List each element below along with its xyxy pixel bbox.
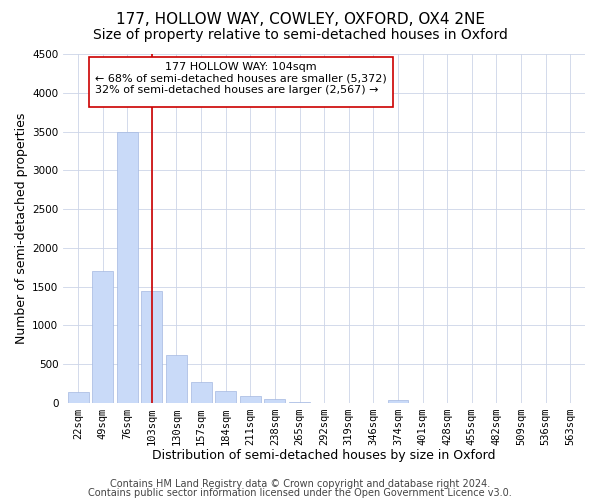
Text: 177, HOLLOW WAY, COWLEY, OXFORD, OX4 2NE: 177, HOLLOW WAY, COWLEY, OXFORD, OX4 2NE [115,12,485,28]
Bar [215,390,236,403]
Bar [68,392,89,403]
Text: Contains public sector information licensed under the Open Government Licence v3: Contains public sector information licen… [88,488,512,498]
Bar [166,355,187,403]
Text: Contains HM Land Registry data © Crown copyright and database right 2024.: Contains HM Land Registry data © Crown c… [110,479,490,489]
Text: ← 68% of semi-detached houses are smaller (5,372): ← 68% of semi-detached houses are smalle… [95,74,387,84]
Bar [388,400,409,403]
Text: Size of property relative to semi-detached houses in Oxford: Size of property relative to semi-detach… [92,28,508,42]
Bar [92,271,113,403]
Text: 177 HOLLOW WAY: 104sqm: 177 HOLLOW WAY: 104sqm [165,62,317,72]
Bar [289,402,310,403]
Bar [191,382,212,403]
X-axis label: Distribution of semi-detached houses by size in Oxford: Distribution of semi-detached houses by … [152,450,496,462]
Text: 32% of semi-detached houses are larger (2,567) →: 32% of semi-detached houses are larger (… [95,85,379,95]
Bar [89,57,393,106]
Bar [265,400,286,403]
Y-axis label: Number of semi-detached properties: Number of semi-detached properties [15,113,28,344]
Bar [117,132,138,403]
Bar [142,290,163,403]
Bar [240,396,261,403]
